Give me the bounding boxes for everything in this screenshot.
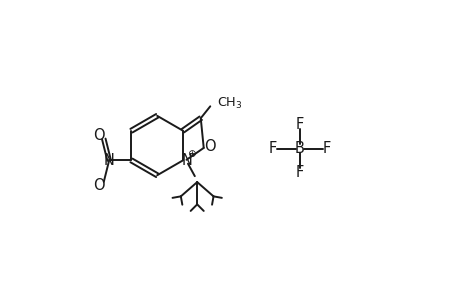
Text: B: B [294, 141, 304, 156]
Text: N: N [181, 153, 192, 168]
Text: F: F [268, 141, 276, 156]
Text: F: F [322, 141, 330, 156]
Text: O: O [203, 139, 215, 154]
Text: ⊕: ⊕ [187, 149, 196, 160]
Text: N: N [103, 153, 114, 168]
Text: O: O [92, 128, 104, 143]
Text: F: F [295, 117, 303, 132]
Text: F: F [295, 165, 303, 180]
Text: O: O [92, 178, 104, 193]
Text: CH$_3$: CH$_3$ [216, 96, 242, 112]
